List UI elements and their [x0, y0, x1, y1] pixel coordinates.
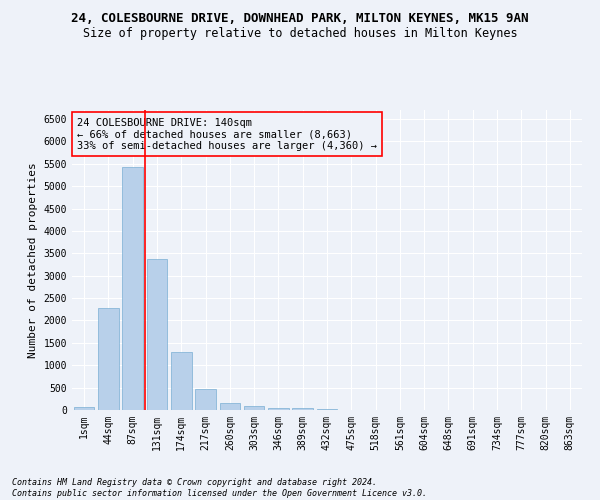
Bar	[195, 388, 216, 410]
Bar	[268, 408, 289, 410]
Bar	[292, 408, 313, 410]
Bar	[98, 308, 119, 410]
Bar	[146, 258, 167, 410]
Bar	[74, 407, 94, 410]
Bar	[317, 409, 337, 410]
Text: Size of property relative to detached houses in Milton Keynes: Size of property relative to detached ho…	[83, 28, 517, 40]
Text: 24 COLESBOURNE DRIVE: 140sqm
← 66% of detached houses are smaller (8,663)
33% of: 24 COLESBOURNE DRIVE: 140sqm ← 66% of de…	[77, 118, 377, 150]
Bar	[171, 352, 191, 410]
Bar	[244, 406, 265, 410]
Bar	[122, 168, 143, 410]
Y-axis label: Number of detached properties: Number of detached properties	[28, 162, 38, 358]
Text: Contains HM Land Registry data © Crown copyright and database right 2024.
Contai: Contains HM Land Registry data © Crown c…	[12, 478, 427, 498]
Text: 24, COLESBOURNE DRIVE, DOWNHEAD PARK, MILTON KEYNES, MK15 9AN: 24, COLESBOURNE DRIVE, DOWNHEAD PARK, MI…	[71, 12, 529, 26]
Bar	[220, 402, 240, 410]
